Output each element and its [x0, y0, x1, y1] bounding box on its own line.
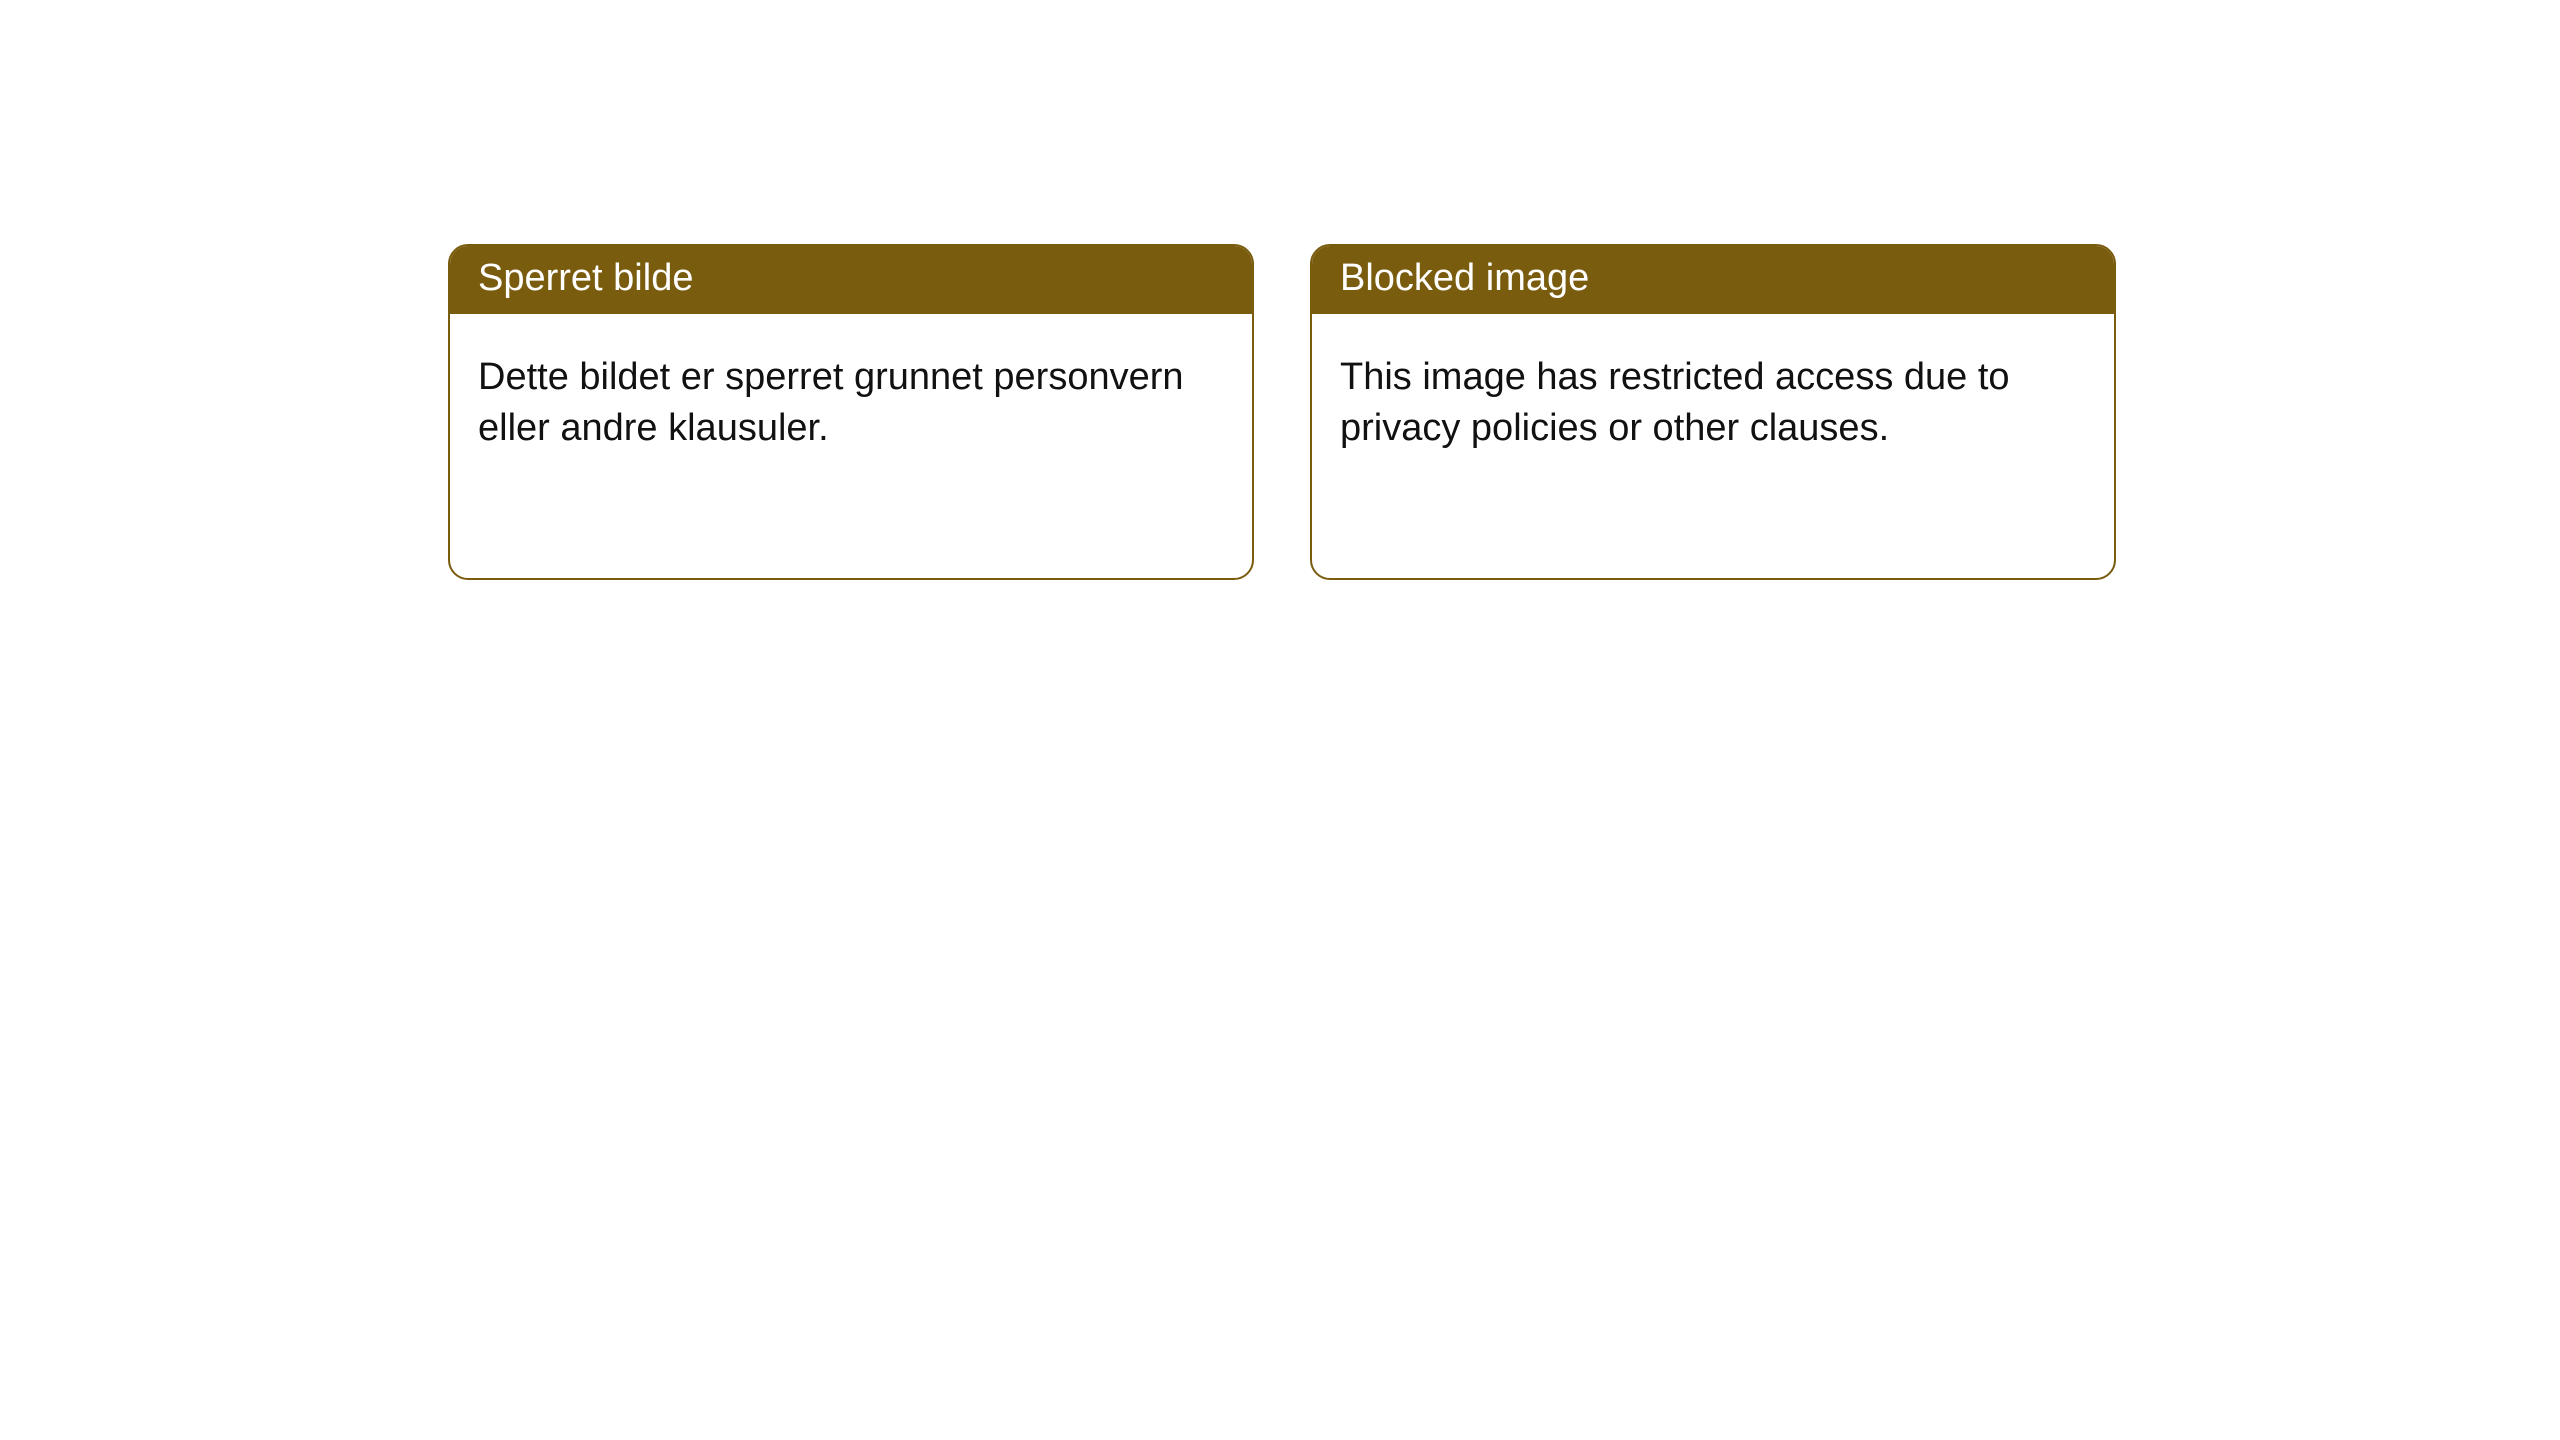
- notice-body-norwegian: Dette bildet er sperret grunnet personve…: [450, 314, 1252, 483]
- notice-container: Sperret bilde Dette bildet er sperret gr…: [0, 0, 2560, 580]
- notice-card-norwegian: Sperret bilde Dette bildet er sperret gr…: [448, 244, 1254, 580]
- notice-title-english: Blocked image: [1312, 246, 2114, 314]
- notice-title-norwegian: Sperret bilde: [450, 246, 1252, 314]
- notice-body-english: This image has restricted access due to …: [1312, 314, 2114, 483]
- notice-card-english: Blocked image This image has restricted …: [1310, 244, 2116, 580]
